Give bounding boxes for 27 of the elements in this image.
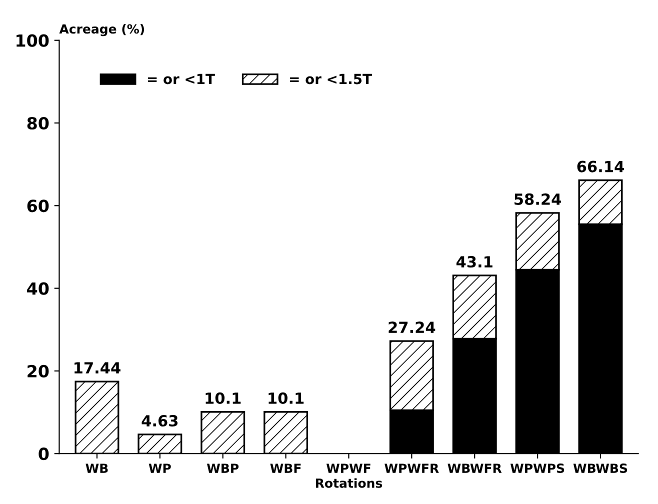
x-tick-label: WB: [86, 464, 108, 473]
legend-label: = or <1.5T: [290, 74, 372, 84]
x-tick-label: WP: [148, 464, 171, 473]
total-label: 43.1: [456, 256, 492, 268]
y-axis-title: Acreage (%): [59, 24, 144, 36]
y-tick-label: 20: [28, 364, 49, 378]
x-tick-label: WBP: [206, 464, 239, 473]
total-label: 27.24: [388, 322, 436, 333]
y-tick-label: 100: [16, 34, 49, 47]
y-tick-label: 0: [38, 448, 49, 460]
total-label: 4.63: [142, 414, 178, 427]
total-label: 10.1: [206, 392, 241, 404]
x-axis-title: Rotations: [316, 478, 382, 488]
total-label: 10.1: [268, 392, 304, 404]
total-label: 66.14: [577, 160, 624, 172]
x-tick-label: WBF: [270, 464, 301, 473]
total-label: 58.24: [514, 193, 562, 205]
x-tick-label: WPWFR: [384, 464, 439, 473]
legend-label: = or <1T: [148, 74, 215, 84]
x-tick-label: WPWPS: [510, 464, 564, 473]
x-tick-label: WBWBS: [573, 464, 628, 473]
y-tick-label: 80: [27, 116, 49, 130]
y-tick-label: 60: [27, 200, 49, 212]
x-tick-label: WPWF: [326, 464, 370, 473]
total-label: 17.44: [74, 362, 120, 374]
y-tick-label: 40: [27, 282, 49, 295]
x-tick-label: WBWFR: [448, 464, 502, 473]
